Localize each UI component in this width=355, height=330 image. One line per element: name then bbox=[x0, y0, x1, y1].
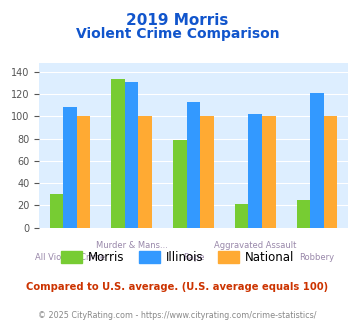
Bar bbox=[111, 80, 125, 228]
Legend: Morris, Illinois, National: Morris, Illinois, National bbox=[56, 246, 299, 269]
Bar bbox=[200, 116, 214, 228]
Text: All Violent Crime: All Violent Crime bbox=[35, 253, 105, 262]
Bar bbox=[262, 116, 275, 228]
Bar bbox=[138, 116, 152, 228]
Bar bbox=[125, 82, 138, 228]
Text: Robbery: Robbery bbox=[300, 253, 334, 262]
Bar bbox=[63, 107, 77, 228]
Bar bbox=[50, 194, 63, 228]
Bar bbox=[324, 116, 337, 228]
Bar bbox=[235, 204, 248, 228]
Bar bbox=[77, 116, 90, 228]
Bar bbox=[310, 93, 324, 228]
Text: 2019 Morris: 2019 Morris bbox=[126, 13, 229, 28]
Bar bbox=[297, 200, 310, 228]
Text: Violent Crime Comparison: Violent Crime Comparison bbox=[76, 27, 279, 41]
Bar bbox=[248, 114, 262, 228]
Text: Rape: Rape bbox=[183, 253, 204, 262]
Bar bbox=[173, 140, 187, 228]
Text: Compared to U.S. average. (U.S. average equals 100): Compared to U.S. average. (U.S. average … bbox=[26, 282, 329, 292]
Text: Aggravated Assault: Aggravated Assault bbox=[214, 241, 296, 250]
Text: Murder & Mans...: Murder & Mans... bbox=[96, 241, 168, 250]
Bar bbox=[187, 102, 200, 228]
Text: © 2025 CityRating.com - https://www.cityrating.com/crime-statistics/: © 2025 CityRating.com - https://www.city… bbox=[38, 311, 317, 320]
